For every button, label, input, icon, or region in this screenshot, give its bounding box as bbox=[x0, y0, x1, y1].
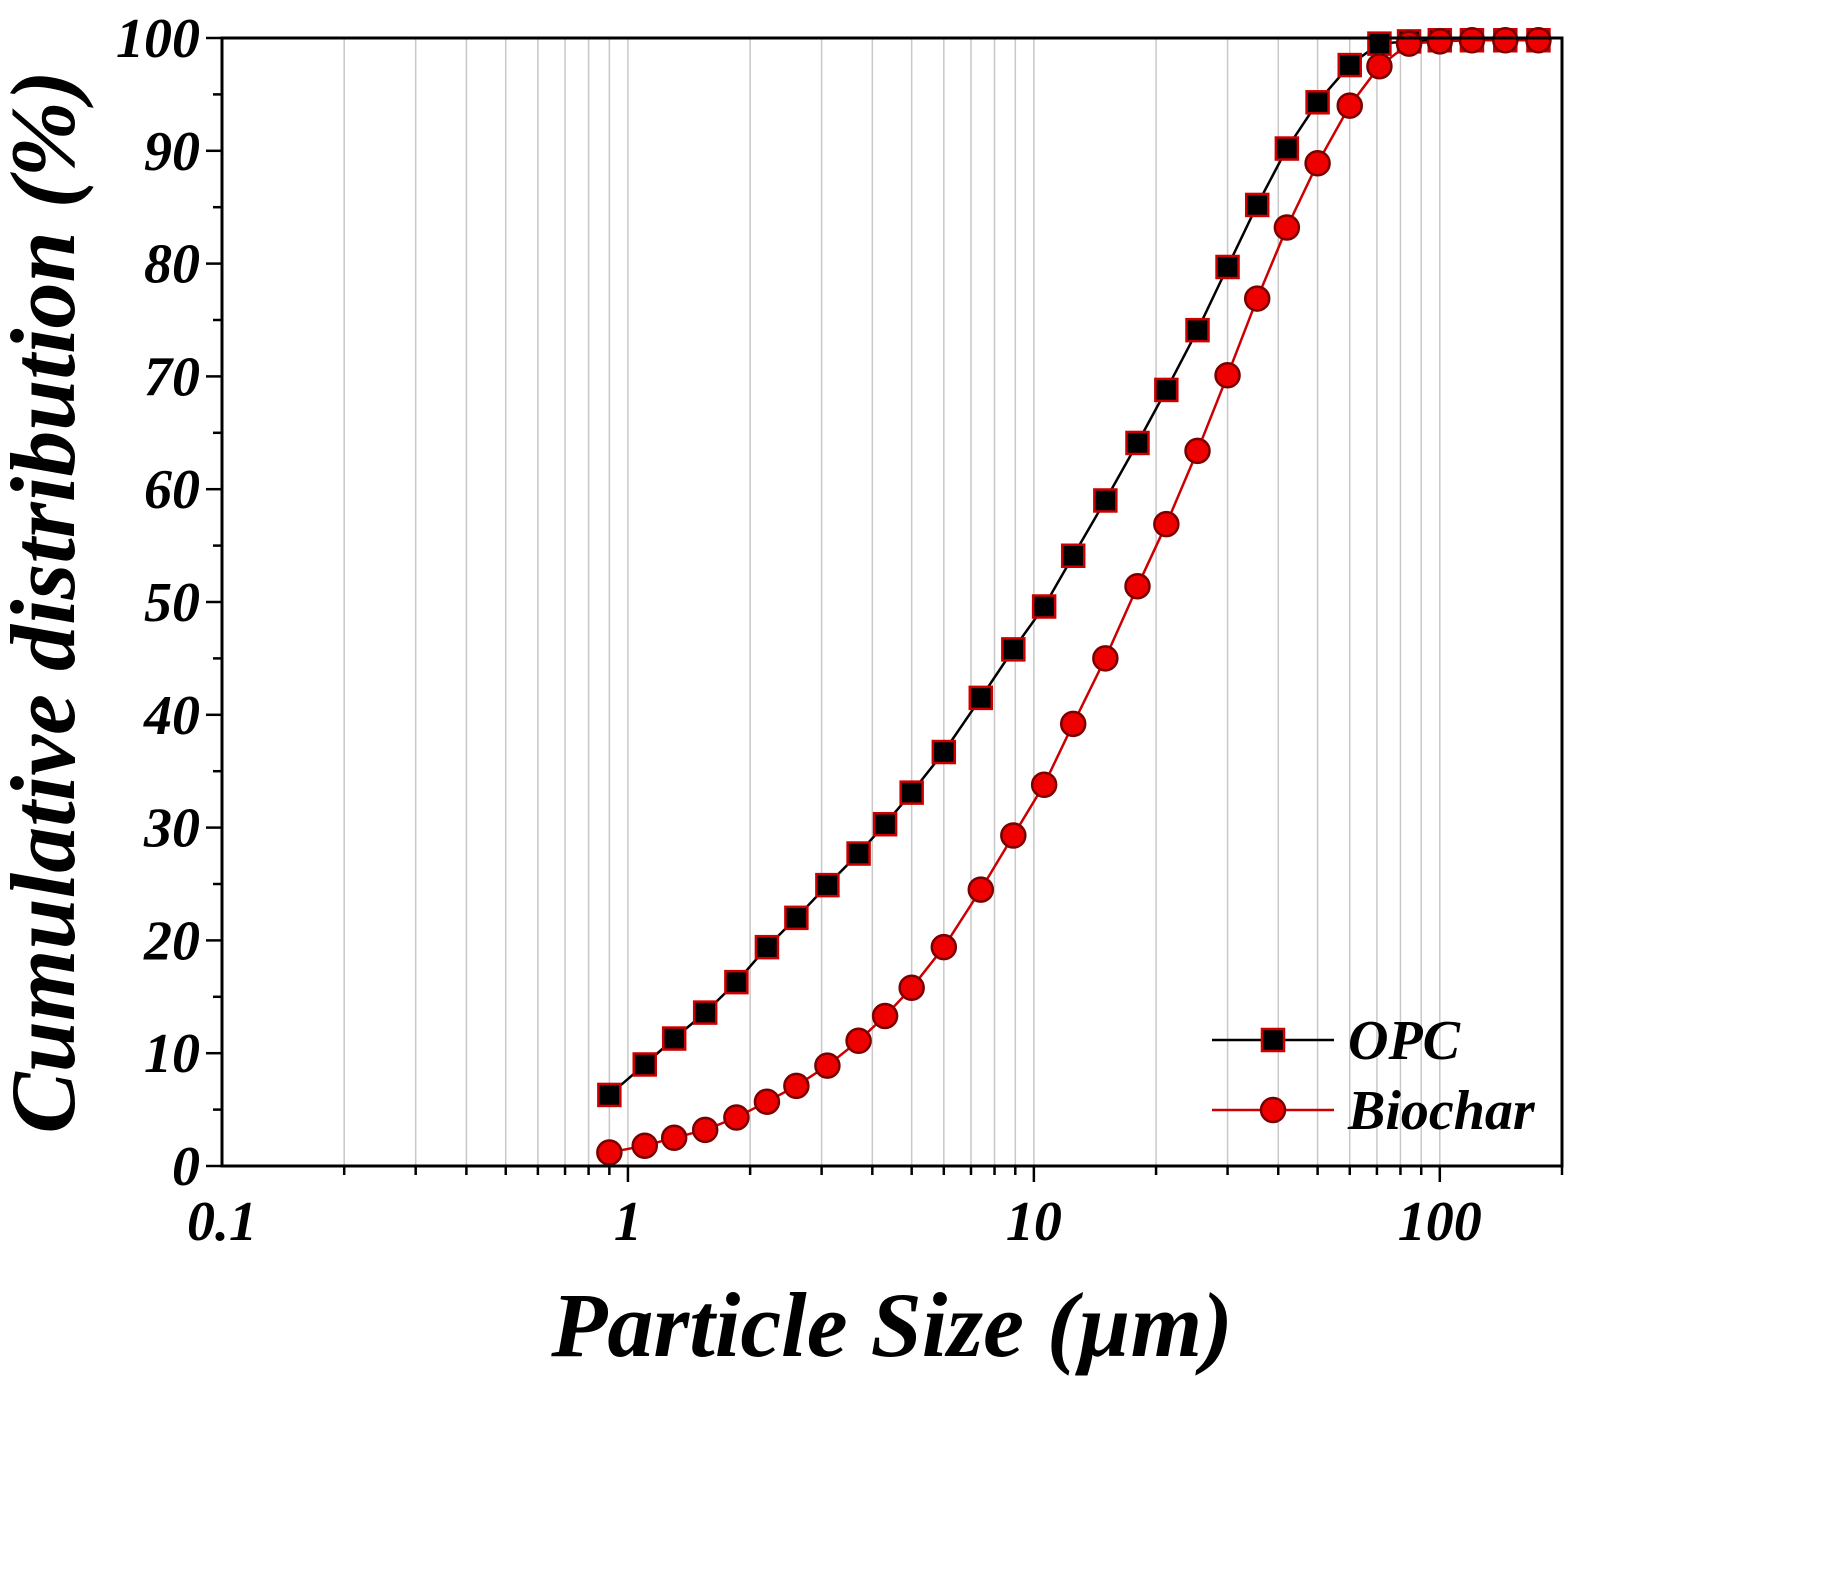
legend-label-opc: OPC bbox=[1348, 1010, 1461, 1072]
data-point-opc bbox=[968, 685, 994, 711]
data-point-biochar bbox=[1426, 28, 1454, 55]
series-line-biochar bbox=[609, 39, 1539, 1154]
data-point-biochar bbox=[967, 876, 995, 903]
data-point-biochar bbox=[814, 1052, 841, 1079]
data-point-biochar bbox=[1336, 92, 1363, 119]
y-tick-label: 70 bbox=[144, 346, 200, 408]
y-tick-label: 90 bbox=[144, 121, 200, 183]
data-point-opc bbox=[1305, 90, 1330, 115]
y-tick-label: 20 bbox=[143, 910, 200, 972]
legend-marker-opc bbox=[1260, 1027, 1286, 1053]
data-point-opc bbox=[754, 934, 780, 960]
data-point-biochar bbox=[753, 1088, 781, 1115]
data-point-opc bbox=[1215, 254, 1240, 280]
y-tick-label: 50 bbox=[144, 572, 200, 634]
data-point-biochar bbox=[660, 1124, 688, 1152]
data-point-biochar bbox=[1525, 27, 1552, 54]
y-tick-label: 10 bbox=[144, 1023, 200, 1085]
data-point-biochar bbox=[845, 1027, 872, 1055]
data-point-opc bbox=[899, 780, 924, 805]
data-point-biochar bbox=[1243, 285, 1271, 312]
data-point-opc bbox=[1125, 430, 1150, 456]
legend: OPC Biochar bbox=[1212, 1010, 1536, 1142]
data-point-biochar bbox=[596, 1139, 623, 1166]
legend-label-biochar: Biochar bbox=[1347, 1080, 1536, 1142]
data-point-opc bbox=[1154, 377, 1179, 403]
data-point-biochar bbox=[1458, 27, 1486, 54]
data-point-opc bbox=[1060, 543, 1086, 569]
data-point-opc bbox=[1274, 136, 1300, 161]
data-point-opc bbox=[1244, 192, 1270, 218]
data-point-biochar bbox=[631, 1132, 658, 1159]
data-point-biochar bbox=[1153, 510, 1180, 538]
series-lines bbox=[608, 39, 1539, 1154]
legend-marker-biochar bbox=[1259, 1096, 1287, 1124]
data-point-biochar bbox=[1304, 149, 1331, 177]
data-point-biochar bbox=[723, 1104, 750, 1131]
y-tick-label: 80 bbox=[144, 234, 200, 296]
data-point-opc bbox=[784, 905, 809, 931]
data-point-opc bbox=[1337, 52, 1362, 78]
data-point-biochar bbox=[1092, 645, 1119, 672]
data-point-opc bbox=[1001, 637, 1026, 662]
data-point-biochar bbox=[930, 933, 958, 961]
data-point-opc bbox=[846, 841, 871, 866]
data-point-opc bbox=[931, 739, 957, 765]
data-point-opc bbox=[1185, 317, 1210, 343]
data-point-biochar bbox=[898, 974, 925, 1002]
x-axis-title: Particle Size (µm) bbox=[550, 1274, 1233, 1376]
data-point-opc bbox=[872, 811, 898, 837]
data-point-biochar bbox=[1184, 437, 1211, 465]
x-tick-label: 100 bbox=[1398, 1191, 1482, 1253]
y-tick-label: 0 bbox=[172, 1136, 200, 1198]
y-tick-label: 60 bbox=[144, 459, 200, 521]
x-tick-label: 10 bbox=[1006, 1191, 1062, 1253]
data-point-biochar bbox=[691, 1116, 719, 1144]
data-point-opc bbox=[815, 872, 840, 898]
data-point-opc bbox=[597, 1082, 622, 1108]
y-axis-title: Cumulative distribution (%) bbox=[0, 70, 94, 1133]
data-point-opc bbox=[632, 1052, 657, 1077]
axis-tick-labels: 0.1 1 10 100 0 10 20 30 40 50 60 70 80 90 100 bbox=[116, 8, 1482, 1253]
x-tick-label: 1 bbox=[614, 1191, 642, 1253]
data-point-biochar bbox=[1124, 572, 1151, 600]
data-point-biochar bbox=[1059, 710, 1087, 738]
x-tick-label: 0.1 bbox=[187, 1191, 257, 1253]
y-tick-label: 40 bbox=[143, 685, 200, 747]
axis-ticks bbox=[206, 36, 1564, 1182]
data-point-biochar bbox=[1366, 52, 1393, 80]
data-point-opc bbox=[1367, 31, 1392, 56]
data-point-opc bbox=[1031, 594, 1057, 619]
data-point-opc bbox=[1093, 488, 1118, 513]
data-point-biochar bbox=[1000, 822, 1027, 849]
plot-frame bbox=[220, 36, 1564, 1168]
y-tick-label: 30 bbox=[143, 798, 200, 860]
data-point-opc bbox=[724, 969, 749, 995]
data-point-biochar bbox=[1273, 214, 1301, 241]
data-point-biochar bbox=[783, 1072, 810, 1100]
data-markers bbox=[596, 27, 1552, 1166]
data-point-opc bbox=[692, 1000, 718, 1025]
data-point-biochar bbox=[1492, 27, 1519, 54]
grid-lines bbox=[343, 38, 1563, 1166]
data-point-biochar bbox=[1214, 362, 1241, 389]
data-point-biochar bbox=[1030, 771, 1058, 798]
data-point-biochar bbox=[871, 1002, 899, 1030]
y-tick-label: 100 bbox=[116, 8, 200, 70]
data-point-biochar bbox=[1395, 30, 1423, 57]
data-point-opc bbox=[661, 1026, 687, 1051]
